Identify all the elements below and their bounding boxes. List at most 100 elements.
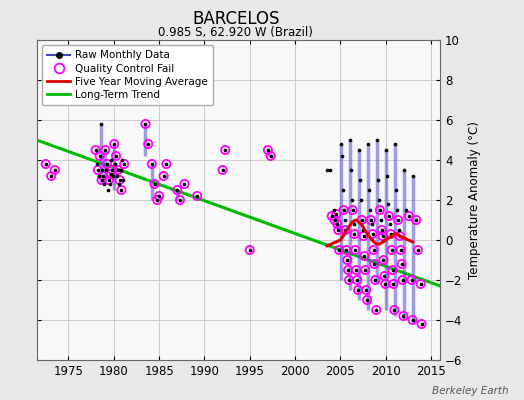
- Point: [335, 247, 343, 253]
- Point: [112, 153, 120, 159]
- Point: [361, 267, 369, 273]
- Point: [408, 317, 417, 323]
- Point: [345, 277, 353, 283]
- Point: [328, 213, 336, 219]
- Point: [346, 137, 354, 143]
- Point: [391, 141, 399, 147]
- Point: [148, 161, 156, 167]
- Point: [330, 217, 339, 223]
- Point: [394, 217, 402, 223]
- Point: [362, 287, 370, 293]
- Point: [111, 161, 119, 167]
- Point: [362, 287, 370, 293]
- Point: [384, 201, 392, 207]
- Point: [91, 147, 100, 153]
- Point: [386, 221, 394, 227]
- Point: [159, 173, 168, 179]
- Point: [398, 277, 407, 283]
- Point: [350, 221, 358, 227]
- Point: [103, 161, 111, 167]
- Point: [361, 253, 369, 259]
- Point: [367, 217, 375, 223]
- Point: [352, 267, 361, 273]
- Point: [109, 173, 117, 179]
- Point: [173, 187, 181, 193]
- Point: [359, 233, 368, 239]
- Point: [330, 207, 338, 213]
- Point: [119, 177, 127, 183]
- Point: [105, 181, 114, 187]
- Point: [364, 141, 372, 147]
- Point: [94, 167, 102, 173]
- Point: [387, 247, 396, 253]
- Point: [105, 177, 113, 183]
- Text: 0.985 S, 62.920 W (Brazil): 0.985 S, 62.920 W (Brazil): [158, 26, 313, 39]
- Text: BARCELOS: BARCELOS: [192, 10, 279, 28]
- Point: [396, 233, 404, 239]
- Point: [334, 227, 342, 233]
- Point: [141, 121, 150, 127]
- Point: [328, 213, 336, 219]
- Point: [363, 297, 372, 303]
- Point: [396, 233, 404, 239]
- Point: [153, 197, 161, 203]
- Point: [162, 161, 170, 167]
- Point: [407, 277, 416, 283]
- Point: [264, 147, 272, 153]
- Point: [144, 141, 152, 147]
- Point: [176, 197, 184, 203]
- Point: [390, 307, 399, 313]
- Point: [340, 207, 348, 213]
- Point: [369, 247, 378, 253]
- Point: [339, 187, 347, 193]
- Point: [266, 153, 275, 159]
- Point: [95, 153, 104, 159]
- Point: [114, 167, 122, 173]
- Point: [347, 197, 356, 203]
- Point: [221, 147, 230, 153]
- Point: [98, 167, 106, 173]
- Point: [95, 153, 104, 159]
- Point: [337, 141, 345, 147]
- Point: [414, 247, 422, 253]
- Point: [341, 227, 350, 233]
- Point: [219, 167, 227, 173]
- Point: [115, 181, 123, 187]
- Point: [388, 267, 397, 273]
- Point: [193, 193, 201, 199]
- Point: [407, 277, 416, 283]
- Legend: Raw Monthly Data, Quality Control Fail, Five Year Moving Average, Long-Term Tren: Raw Monthly Data, Quality Control Fail, …: [42, 45, 213, 105]
- Point: [325, 167, 334, 173]
- Point: [155, 193, 163, 199]
- Point: [120, 161, 128, 167]
- Point: [106, 171, 115, 177]
- Point: [112, 153, 120, 159]
- Point: [246, 247, 254, 253]
- Point: [110, 141, 118, 147]
- Point: [93, 161, 101, 167]
- Point: [397, 261, 406, 267]
- Point: [412, 217, 420, 223]
- Point: [97, 177, 106, 183]
- Point: [334, 227, 342, 233]
- Point: [371, 277, 379, 283]
- Point: [367, 221, 376, 227]
- Point: [372, 307, 380, 313]
- Point: [342, 247, 351, 253]
- Point: [341, 227, 350, 233]
- Point: [376, 207, 384, 213]
- Point: [366, 207, 374, 213]
- Point: [368, 231, 377, 237]
- Point: [100, 181, 108, 187]
- Point: [377, 227, 386, 233]
- Point: [377, 227, 386, 233]
- Point: [365, 187, 373, 193]
- Point: [333, 221, 342, 227]
- Point: [395, 227, 403, 233]
- Point: [370, 261, 379, 267]
- Point: [219, 167, 227, 173]
- Point: [354, 287, 362, 293]
- Point: [414, 247, 422, 253]
- Point: [118, 157, 127, 163]
- Point: [399, 313, 408, 319]
